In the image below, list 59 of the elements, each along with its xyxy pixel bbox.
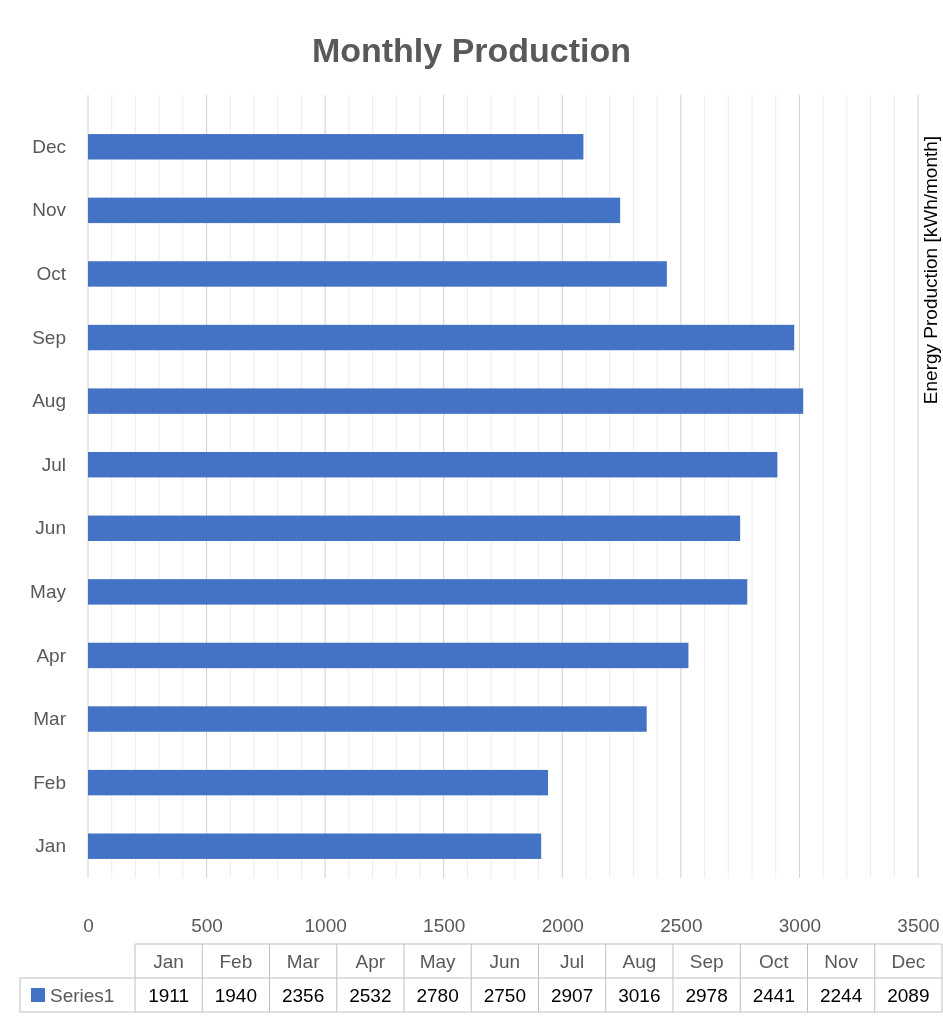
data-label: 3016 bbox=[618, 985, 661, 1006]
bar bbox=[88, 324, 795, 351]
bar bbox=[88, 134, 584, 160]
data-label: 2441 bbox=[752, 985, 796, 1006]
bar bbox=[88, 833, 542, 859]
category-label: Jan bbox=[153, 951, 184, 972]
bar bbox=[88, 451, 778, 478]
y-tick-label: Mar bbox=[33, 708, 67, 730]
bar bbox=[88, 197, 621, 224]
category-label: Apr bbox=[355, 951, 386, 972]
category-label: Mar bbox=[286, 951, 321, 972]
bar bbox=[88, 642, 689, 669]
data-label: 2978 bbox=[685, 985, 728, 1006]
bar bbox=[88, 515, 741, 542]
data-label: 2089 bbox=[887, 985, 930, 1006]
y-tick-label: Jul bbox=[41, 453, 66, 475]
bar bbox=[88, 388, 804, 414]
chart-title: Monthly Production bbox=[311, 31, 632, 69]
category-label: Jun bbox=[489, 951, 521, 972]
x-tick-label: 3500 bbox=[897, 914, 940, 936]
data-label: 1940 bbox=[214, 985, 258, 1006]
y-tick-label: Sep bbox=[32, 326, 66, 348]
category-label: Nov bbox=[824, 951, 859, 972]
data-label: 2780 bbox=[416, 985, 459, 1006]
data-label: 2750 bbox=[483, 985, 527, 1006]
category-label: Oct bbox=[759, 951, 790, 972]
data-label: 2244 bbox=[819, 985, 863, 1006]
y-tick-label: Oct bbox=[36, 263, 67, 285]
category-label: Aug bbox=[622, 951, 657, 972]
y-axis-title: Energy Production [kWh/month] bbox=[920, 135, 941, 405]
bar bbox=[88, 579, 748, 605]
x-tick-label: 3000 bbox=[778, 914, 822, 936]
category-label: Jul bbox=[559, 951, 585, 972]
y-tick-label: Aug bbox=[32, 390, 66, 412]
y-tick-label: Dec bbox=[32, 135, 66, 157]
x-tick-label: 1000 bbox=[304, 914, 347, 936]
y-tick-label: May bbox=[30, 580, 67, 602]
y-tick-label: Apr bbox=[36, 644, 67, 666]
category-label: Feb bbox=[219, 951, 253, 972]
x-tick-label: 2000 bbox=[541, 914, 584, 936]
data-label: 1911 bbox=[148, 985, 190, 1006]
category-label: Sep bbox=[689, 951, 724, 972]
category-label: Dec bbox=[891, 951, 926, 972]
data-label: 2356 bbox=[281, 985, 325, 1006]
x-tick-label: 0 bbox=[83, 914, 94, 936]
data-label: 2907 bbox=[550, 985, 594, 1006]
data-label: 2532 bbox=[349, 985, 392, 1006]
y-tick-label: Jun bbox=[35, 517, 66, 539]
bar bbox=[88, 769, 549, 796]
legend-label: Series1 bbox=[50, 985, 115, 1006]
x-tick-label: 500 bbox=[191, 914, 223, 936]
x-tick-label: 2500 bbox=[660, 914, 703, 936]
y-tick-label: Nov bbox=[32, 199, 67, 221]
x-tick-label: 1500 bbox=[423, 914, 466, 936]
bar bbox=[88, 706, 647, 732]
bar bbox=[88, 261, 667, 287]
y-tick-label: Jan bbox=[35, 835, 66, 857]
category-label: May bbox=[419, 951, 457, 972]
y-tick-label: Feb bbox=[33, 771, 66, 793]
